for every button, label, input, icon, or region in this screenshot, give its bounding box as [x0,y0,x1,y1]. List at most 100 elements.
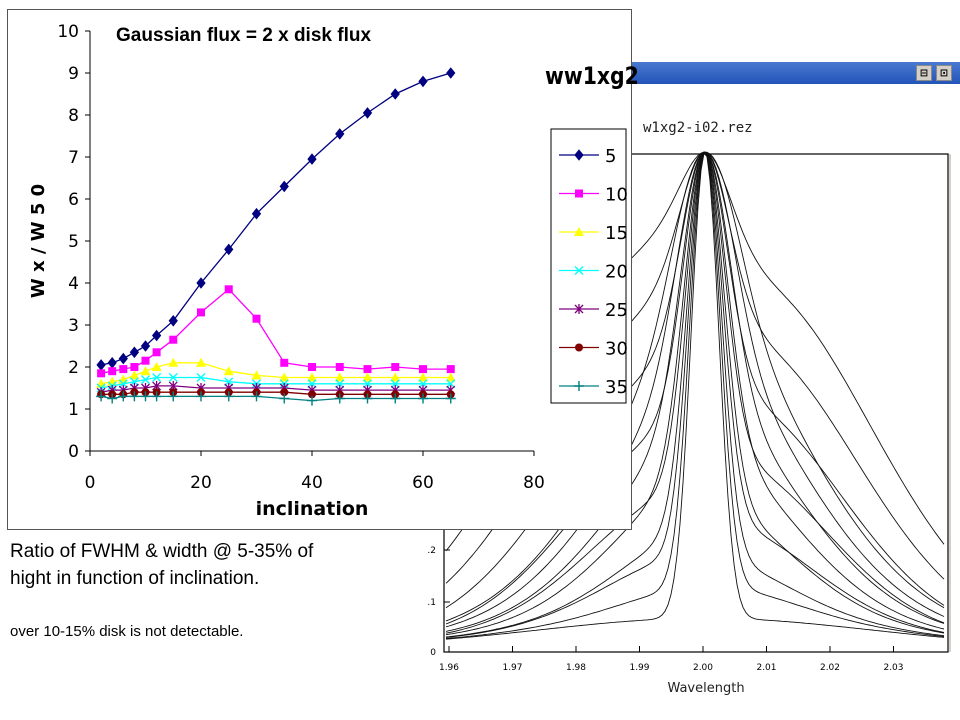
profile-curve [445,152,945,640]
legend-label: 30 [605,339,628,360]
data-point [307,379,317,389]
profile-curve [445,151,945,634]
x-axis-label: inclination [256,498,369,520]
data-point [223,366,234,376]
data-point [446,67,456,79]
data-point [118,352,128,365]
data-point [362,107,373,119]
data-point [279,372,290,382]
legend-item-20: 20 [559,262,628,283]
data-point [251,207,262,220]
data-point [419,365,427,374]
data-point [168,314,178,327]
data-point [140,340,151,352]
profile-curve [445,151,945,622]
data-point [141,356,150,365]
y-tick-label: 0 [68,442,79,462]
data-point [280,358,289,367]
x-tick-label: 40 [301,473,323,493]
profile-x-tick-label: 1.99 [629,663,649,673]
y-tick-label: 8 [68,106,79,126]
legend-item-25: 25 [559,300,628,321]
line-profile-title: w1xg2-i02.rez [643,120,753,136]
data-point [307,372,317,382]
data-point [418,393,428,404]
data-point [96,391,107,402]
data-point [335,363,344,371]
series-10 [97,285,455,378]
data-point [418,75,428,88]
y-tick-label: 6 [68,190,79,210]
data-point [168,357,179,367]
data-point [118,379,128,389]
data-point [418,372,428,382]
data-point [445,372,456,382]
data-point [308,363,316,371]
data-point [169,335,178,344]
x-tick-label: 80 [523,473,545,493]
data-point [334,393,345,404]
data-point [197,308,205,317]
data-point [129,370,140,380]
data-point [97,369,106,378]
data-point [196,373,206,382]
legend-item-35: 35 [559,377,628,398]
data-point [107,393,118,404]
data-point [119,365,128,374]
data-point [390,88,400,100]
data-point [335,128,345,140]
legend-label: 15 [605,223,628,244]
profile-x-tick-label: 2.03 [883,663,903,673]
data-point [362,393,373,404]
profile-x-label: Wavelength [667,681,744,696]
data-point [252,314,261,323]
profile-x-tick-label: 2.01 [756,663,776,673]
data-point [107,356,117,369]
data-point [363,365,372,374]
legend-marker [574,266,584,275]
data-point [308,390,316,399]
profile-curve [445,151,945,630]
restore-icon[interactable]: ⊡ [936,65,952,81]
data-point [280,388,289,397]
series-20 [96,373,456,393]
legend-item-30: 30 [559,339,628,360]
y-tick-label: 10 [57,22,79,42]
data-point [152,348,161,357]
data-point [168,373,178,382]
profile-curve [445,151,945,632]
profile-curve [445,151,945,638]
profile-curve [445,151,945,636]
legend-marker [574,227,584,236]
data-point [223,391,234,402]
data-point [196,391,206,402]
data-point [151,391,162,402]
profile-y-tick-label: .1 [427,598,436,608]
legend-marker [574,304,584,314]
data-point [251,391,262,402]
y-tick-label: 4 [68,274,79,294]
legend-label: 10 [605,185,628,206]
data-point [391,363,400,371]
data-point [140,391,151,402]
legend-item-5: 5 [559,146,616,167]
data-point [118,391,129,402]
data-point [307,395,317,406]
x-tick-label: 60 [412,473,434,493]
data-point [151,362,162,371]
legend-label: 25 [605,300,628,321]
profile-y-tick-label: 0 [430,648,436,658]
data-point [390,379,400,389]
data-point [335,379,345,389]
x-tick-label: 20 [190,473,212,493]
data-point [151,329,162,342]
legend-marker [574,381,584,391]
minimize-icon[interactable]: ⊟ [916,65,932,81]
caption-note: over 10-15% disk is not detectable. [10,623,244,640]
legend-marker [575,343,583,352]
y-tick-label: 5 [68,232,79,252]
ratio-chart: 0 1 2 3 4 5 6 7 8 9 10 0 20 40 60 80 inclination W x / W … [7,9,639,530]
data-point [141,375,150,385]
profile-x-tick-label: 1.96 [439,663,459,673]
chart-title: Gaussian flux = 2 x disk flux [116,25,372,46]
